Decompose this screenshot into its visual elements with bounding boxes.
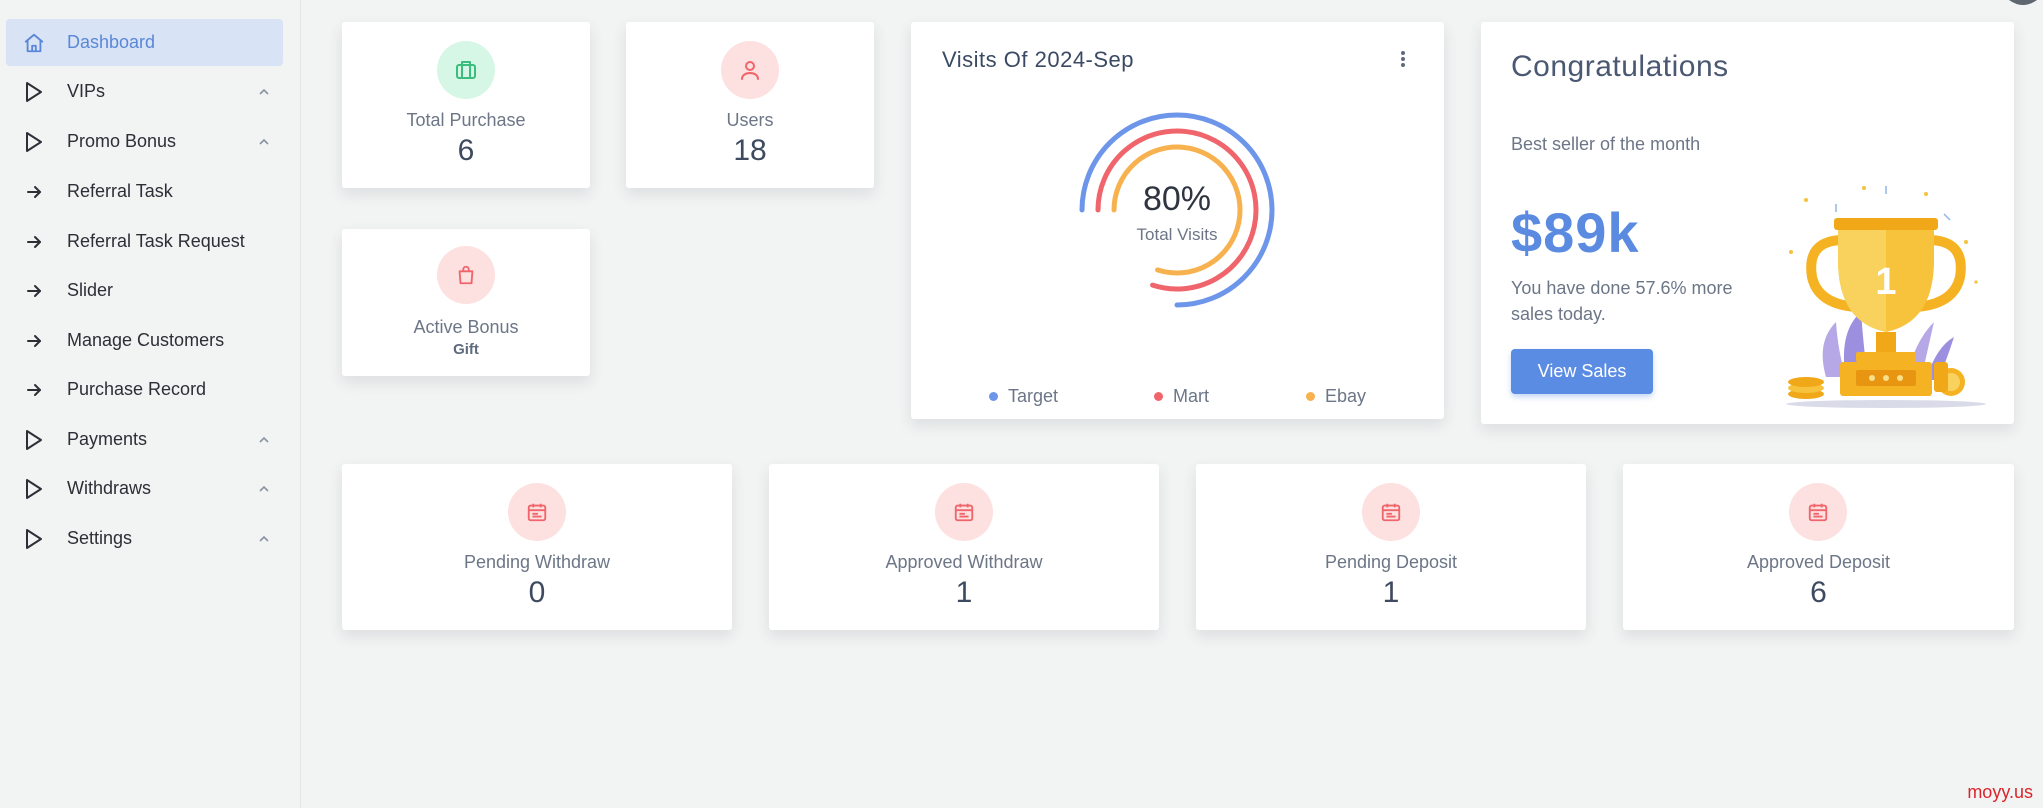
sidebar-item-promo-bonus[interactable]: Promo Bonus [6,118,283,165]
sidebar-item-label: Settings [67,528,133,548]
radial-bar-ebay [1111,144,1243,276]
stat-value: 18 [733,134,767,167]
sidebar-item-label: Slider [67,280,114,300]
stat-label: Pending Deposit [1324,552,1458,572]
sidebar-item-vips[interactable]: VIPs [6,68,283,115]
sidebar-item-slider[interactable]: Slider [6,267,283,314]
legend-item-target[interactable]: Target [989,386,1058,407]
chart-center-value: 80% [1142,180,1212,218]
sidebar-item-payments[interactable]: Payments [6,416,283,463]
briefcase-icon [437,41,495,99]
legend-label: Mart [1173,386,1209,406]
users-card: Users 18 [626,22,874,188]
sidebar-item-dashboard[interactable]: Dashboard [6,19,283,66]
legend-dot [1154,392,1163,401]
chevron-up-icon [257,433,271,447]
stat-label: Approved Withdraw [885,552,1043,572]
chevron-up-icon [257,85,271,99]
arrow-right-icon [22,279,46,303]
legend-dot [989,392,998,401]
radial-bar-mart [1095,128,1259,292]
play-icon [22,527,46,551]
stat-value: Gift [453,341,479,358]
sidebar-item-withdraws[interactable]: Withdraws [6,465,283,512]
radial-chart [1079,112,1275,308]
sidebar-item-label: Purchase Record [67,379,207,399]
arrow-right-icon [22,329,46,353]
visits-card: Visits Of 2024-Sep 80% Total Visits Targ… [911,22,1444,419]
more-options-icon[interactable] [1400,50,1406,68]
arrow-right-icon [22,230,46,254]
stat-value: 1 [955,576,973,609]
congrats-title: Congratulations [1511,50,1729,83]
sidebar-item-manage-customers[interactable]: Manage Customers [6,317,283,364]
sidebar-item-settings[interactable]: Settings [6,515,283,562]
watermark: moyy.us [1967,782,2033,802]
sidebar: Dashboard VIPs Promo Bonus Referral Task… [0,0,301,808]
legend-label: Target [1008,386,1059,406]
sidebar-item-label: Promo Bonus [67,131,177,151]
legend-item-ebay[interactable]: Ebay [1306,386,1366,407]
sidebar-item-referral-task-request[interactable]: Referral Task Request [6,218,283,265]
stat-value: 0 [528,576,546,609]
congrats-subtitle: Best seller of the month [1511,134,1701,154]
chart-title: Visits Of 2024-Sep [942,47,1135,72]
stat-value: 1 [1382,576,1400,609]
stat-value: 6 [1810,576,1827,609]
radial-bar-target [1079,112,1275,308]
sidebar-item-label: Referral Task [67,181,173,201]
pending-withdraw-card: Pending Withdraw 0 [342,464,732,630]
trophy-number: 1 [1875,261,1896,303]
stat-value: 6 [457,134,475,167]
calendar-icon [1789,483,1847,541]
calendar-icon [935,483,993,541]
stat-label: Total Purchase [406,110,526,130]
chevron-up-icon [257,532,271,546]
legend-label: Ebay [1325,386,1367,406]
sidebar-item-label: Payments [67,429,148,449]
arrow-right-icon [22,378,46,402]
pending-deposit-card: Pending Deposit 1 [1196,464,1586,630]
sidebar-item-label: Dashboard [67,32,156,52]
stat-label: Approved Deposit [1746,552,1891,572]
play-icon [22,80,46,104]
home-icon [22,31,46,55]
sidebar-item-referral-task[interactable]: Referral Task [6,168,283,215]
legend-dot [1306,392,1315,401]
play-icon [22,477,46,501]
active-bonus-card: Active Bonus Gift [342,229,590,376]
chevron-up-icon [257,135,271,149]
congrats-text: You have done 57.6% more sales today. [1511,278,1733,324]
view-sales-button[interactable]: View Sales [1511,349,1653,394]
avatar[interactable] [2003,0,2043,6]
congratulations-card: Congratulations Best seller of the month… [1481,22,2014,424]
shopping-bag-icon [437,246,495,304]
play-icon [22,428,46,452]
approved-deposit-card: Approved Deposit 6 [1623,464,2014,630]
calendar-icon [508,483,566,541]
calendar-icon [1362,483,1420,541]
stat-label: Active Bonus [413,317,519,337]
chevron-up-icon [257,482,271,496]
total-purchase-card: Total Purchase 6 [342,22,590,188]
play-icon [22,130,46,154]
sidebar-item-label: VIPs [67,81,106,101]
sidebar-item-purchase-record[interactable]: Purchase Record [6,366,283,413]
sidebar-item-label: Withdraws [67,478,152,498]
arrow-right-icon [22,180,46,204]
stat-label: Pending Withdraw [463,552,611,572]
sidebar-item-label: Manage Customers [67,330,225,350]
chart-center-label: Total Visits [1136,225,1218,244]
user-icon [721,41,779,99]
stat-label: Users [726,110,774,130]
sales-amount: $89k [1511,201,1640,264]
trophy-icon: 1 [1786,186,1986,408]
legend-item-mart[interactable]: Mart [1154,386,1209,407]
sidebar-item-label: Referral Task Request [67,231,245,251]
approved-withdraw-card: Approved Withdraw 1 [769,464,1159,630]
